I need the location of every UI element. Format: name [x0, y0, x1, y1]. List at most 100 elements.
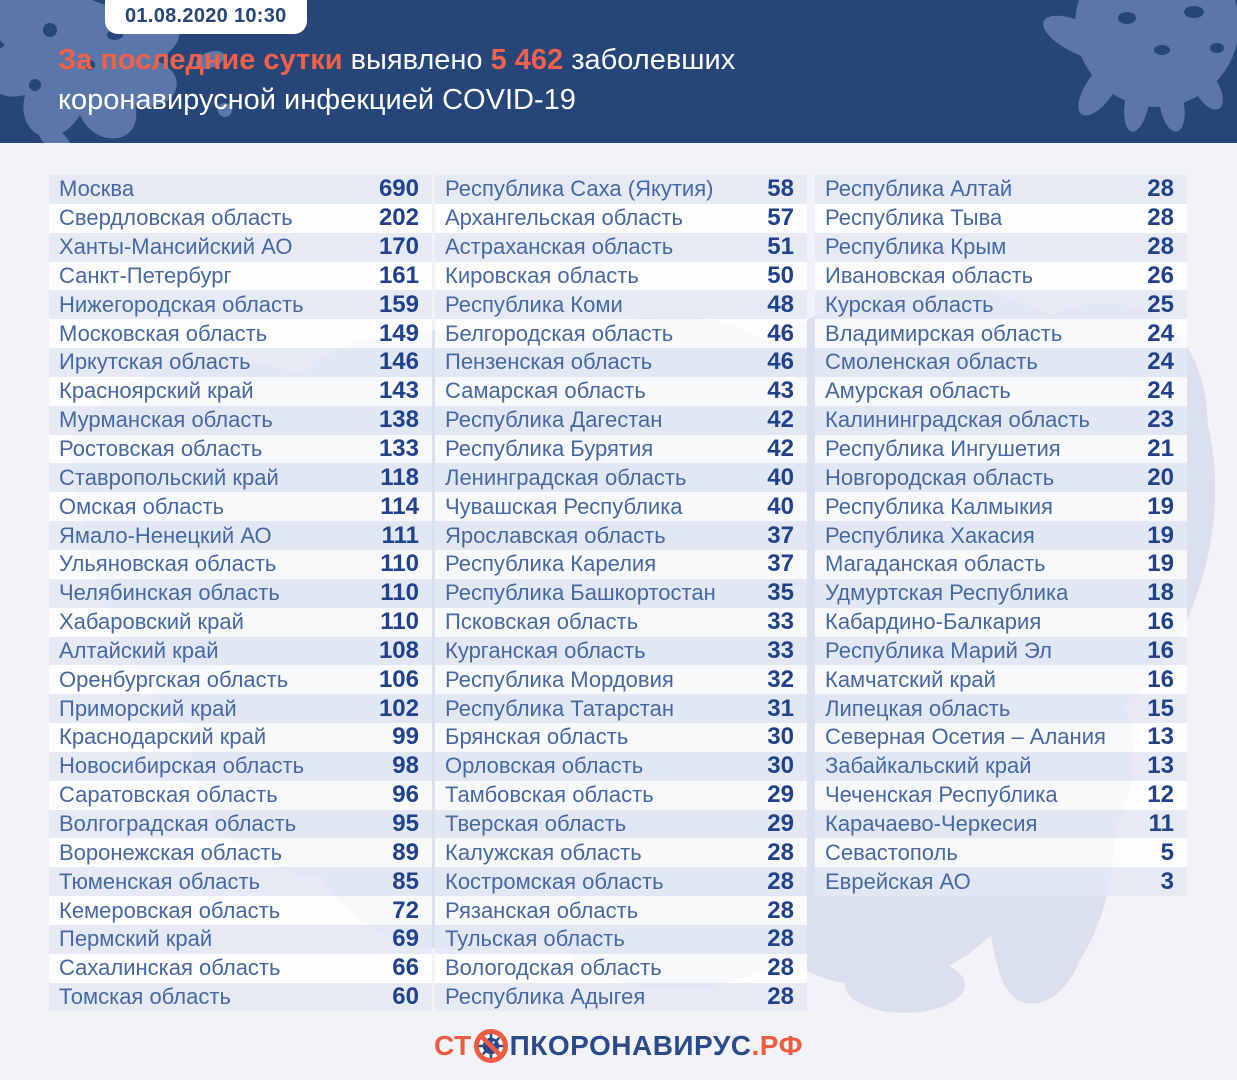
region-value: 98 — [392, 752, 419, 780]
region-value: 51 — [767, 233, 794, 261]
table-row: Кемеровская область 72 — [49, 896, 432, 925]
region-name: Тверская область — [445, 810, 627, 836]
region-name: Новгородская область — [825, 464, 1055, 490]
region-value: 99 — [392, 723, 419, 751]
table-row: Москва 690 — [49, 175, 432, 204]
total-cases-number: 5 462 — [490, 44, 564, 76]
no-virus-icon — [473, 1029, 508, 1063]
region-name: Тульская область — [445, 926, 625, 952]
region-name: Пермский край — [59, 926, 213, 952]
region-value: 5 — [1160, 838, 1174, 866]
region-name: Ростовская область — [59, 436, 263, 462]
region-value: 24 — [1147, 319, 1174, 347]
table-row: Курганская область 33 — [435, 636, 807, 666]
region-name: Кемеровская область — [59, 897, 281, 923]
region-value: 19 — [1147, 521, 1174, 549]
region-value: 19 — [1147, 550, 1174, 578]
region-value: 28 — [1147, 233, 1174, 261]
table-row: Рязанская область 28 — [435, 896, 807, 925]
table-row: Камчатский край 16 — [815, 665, 1187, 695]
table-row: Республика Карелия 37 — [435, 549, 807, 579]
footer: СТ ПКОРОНАВИРУС .РФ — [0, 1028, 1237, 1064]
region-value: 3 — [1160, 867, 1174, 895]
region-value: 108 — [378, 636, 419, 664]
region-name: Владимирская область — [825, 320, 1063, 346]
region-name: Москва — [59, 176, 135, 202]
region-name: Самарская область — [445, 378, 646, 404]
region-value: 42 — [767, 406, 794, 434]
table-row: Ленинградская область 40 — [435, 463, 807, 493]
region-name: Мурманская область — [59, 407, 273, 433]
region-value: 25 — [1147, 290, 1174, 318]
region-name: Ставропольский край — [59, 464, 279, 490]
table-column-1: Москва 690 Свердловская область 202 Ханты-Ма… — [49, 175, 432, 1012]
region-name: Республика Адыгея — [445, 984, 646, 1010]
region-value: 60 — [392, 983, 419, 1011]
region-value: 24 — [1147, 377, 1174, 405]
region-value: 48 — [767, 290, 794, 318]
region-name: Красноярский край — [59, 378, 254, 404]
table-row: Свердловская область 202 — [49, 203, 432, 233]
region-value: 37 — [767, 550, 794, 578]
table-row: Республика Бурятия 42 — [435, 434, 807, 464]
region-value: 23 — [1147, 406, 1174, 434]
table-row: Севастополь 5 — [815, 838, 1187, 868]
region-name: Воронежская область — [59, 839, 283, 865]
region-name: Челябинская область — [59, 580, 280, 606]
region-name: Курская область — [825, 291, 994, 317]
region-value: 161 — [378, 261, 419, 289]
table-row: Республика Крым 28 — [815, 232, 1187, 262]
region-name: Орловская область — [445, 753, 644, 779]
table-row: Орловская область 30 — [435, 751, 807, 781]
region-name: Тамбовская область — [445, 782, 654, 808]
region-value: 13 — [1147, 752, 1174, 780]
table-row: Амурская область 24 — [815, 376, 1187, 406]
region-name: Вологодская область — [445, 955, 662, 981]
region-value: 21 — [1147, 435, 1174, 463]
region-name: Нижегородская область — [59, 291, 304, 317]
region-name: Псковская область — [445, 609, 639, 635]
table-row: Московская область 149 — [49, 319, 432, 349]
region-value: 66 — [392, 954, 419, 982]
region-value: 110 — [380, 550, 419, 578]
region-value: 29 — [767, 781, 794, 809]
region-name: Архангельская область — [445, 205, 683, 231]
region-value: 85 — [392, 867, 419, 895]
table-row: Вологодская область 28 — [435, 953, 807, 983]
region-value: 16 — [1147, 608, 1174, 636]
region-value: 690 — [378, 175, 419, 203]
region-name: Республика Башкортостан — [445, 580, 716, 606]
date-badge: 01.08.2020 10:30 — [105, 0, 307, 34]
region-value: 28 — [767, 954, 794, 982]
region-value: 16 — [1147, 665, 1174, 693]
region-name: Томская область — [59, 984, 231, 1010]
table-row: Челябинская область 110 — [49, 578, 432, 608]
region-value: 72 — [392, 896, 419, 924]
table-row: Хабаровский край 110 — [49, 607, 432, 637]
table-row: Владимирская область 24 — [815, 319, 1187, 349]
table-row: Карачаево-Черкесия 11 — [815, 809, 1187, 839]
virus-blob-icon — [1043, 0, 1237, 132]
region-name: Карачаево-Черкесия — [825, 810, 1038, 836]
region-value: 19 — [1147, 492, 1174, 520]
region-value: 28 — [767, 925, 794, 953]
table-row: Самарская область 43 — [435, 376, 807, 406]
region-value: 30 — [767, 723, 794, 751]
table-row: Республика Алтай 28 — [815, 175, 1187, 204]
region-value: 35 — [767, 579, 794, 607]
region-value: 42 — [767, 435, 794, 463]
region-value: 114 — [380, 492, 419, 520]
region-value: 28 — [767, 867, 794, 895]
table-row: Кировская область 50 — [435, 261, 807, 291]
region-name: Липецкая область — [825, 695, 1011, 721]
table-row: Республика Дагестан 42 — [435, 405, 807, 435]
region-name: Республика Ингушетия — [825, 436, 1061, 462]
region-name: Севастополь — [825, 839, 958, 865]
table-row: Магаданская область 19 — [815, 549, 1187, 579]
region-name: Ульяновская область — [59, 551, 277, 577]
region-name: Смоленская область — [825, 349, 1038, 375]
region-value: 146 — [378, 348, 419, 376]
region-name: Брянская область — [445, 724, 629, 750]
table-row: Калининградская область 23 — [815, 405, 1187, 435]
